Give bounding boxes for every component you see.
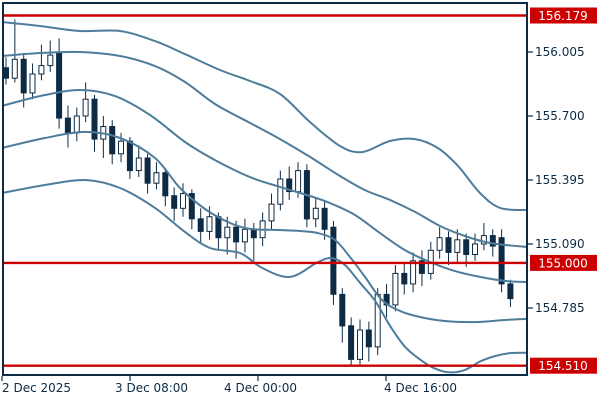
candle[interactable] bbox=[418, 250, 425, 286]
badge-background bbox=[530, 7, 597, 24]
candle[interactable] bbox=[20, 53, 27, 108]
x-axis-label: 2 Dec 2025 bbox=[2, 381, 71, 395]
band-line-upper-outer bbox=[4, 21, 526, 211]
candle[interactable] bbox=[277, 170, 284, 211]
candle[interactable] bbox=[162, 168, 169, 207]
candle[interactable] bbox=[480, 223, 487, 251]
candle[interactable] bbox=[454, 229, 461, 263]
price-level-badge: 154.510 bbox=[530, 357, 597, 374]
candle[interactable] bbox=[4, 57, 9, 85]
candle[interactable] bbox=[171, 187, 178, 221]
badge-price-label: 155.000 bbox=[538, 256, 588, 270]
candle[interactable] bbox=[224, 216, 231, 255]
band-line-upper-inner bbox=[4, 50, 526, 248]
candle[interactable] bbox=[268, 193, 275, 230]
band-line-middle bbox=[4, 88, 526, 283]
candle[interactable] bbox=[436, 227, 443, 259]
candle[interactable] bbox=[91, 95, 98, 152]
candle[interactable] bbox=[180, 183, 186, 217]
badge-background bbox=[530, 254, 597, 271]
candle[interactable] bbox=[348, 317, 355, 366]
candle[interactable] bbox=[321, 202, 328, 240]
price-level-badges: 156.179 155.000 154.510 bbox=[530, 7, 597, 374]
badge-background bbox=[530, 357, 597, 374]
badge-price-label: 156.179 bbox=[538, 9, 588, 23]
candle[interactable] bbox=[445, 231, 452, 265]
y-axis-label: 155.395 bbox=[535, 173, 585, 187]
x-axis-label: 3 Dec 08:00 bbox=[115, 381, 188, 395]
candle[interactable] bbox=[11, 19, 18, 83]
y-axis-label: 155.700 bbox=[535, 109, 585, 123]
x-axis-label: 4 Dec 00:00 bbox=[224, 381, 297, 395]
y-axis[interactable]: 156.005 155.700 155.395 155.090 154.785 bbox=[528, 45, 585, 315]
band-line-lower-inner bbox=[4, 130, 526, 324]
bollinger-bands bbox=[4, 21, 526, 374]
candle[interactable] bbox=[241, 218, 248, 253]
candle[interactable] bbox=[135, 145, 142, 177]
candle[interactable] bbox=[82, 82, 89, 123]
price-level-lines bbox=[4, 14, 526, 367]
candle[interactable] bbox=[410, 252, 417, 293]
candle[interactable] bbox=[357, 319, 363, 366]
candle[interactable] bbox=[498, 229, 505, 293]
candle[interactable] bbox=[312, 197, 319, 228]
candle[interactable] bbox=[401, 262, 408, 295]
badge-price-label: 154.510 bbox=[538, 359, 588, 373]
x-axis[interactable]: 2 Dec 2025 3 Dec 08:00 4 Dec 00:00 4 Dec 16… bbox=[1, 376, 457, 395]
candle[interactable] bbox=[463, 233, 470, 268]
candle[interactable] bbox=[47, 40, 54, 72]
candle[interactable] bbox=[339, 288, 346, 343]
y-axis-label: 154.785 bbox=[535, 301, 585, 315]
band-line-lower-outer bbox=[4, 178, 526, 374]
candle[interactable] bbox=[153, 162, 160, 190]
candle[interactable] bbox=[29, 63, 36, 100]
price-level-badge: 155.000 bbox=[530, 254, 597, 271]
candle[interactable] bbox=[472, 233, 478, 261]
candle[interactable] bbox=[365, 321, 372, 362]
price-level-badge: 156.179 bbox=[530, 7, 597, 24]
candle[interactable] bbox=[197, 208, 204, 244]
candle[interactable] bbox=[286, 166, 293, 200]
candle[interactable] bbox=[144, 153, 151, 194]
candle[interactable] bbox=[38, 44, 45, 81]
plot-border bbox=[2, 2, 528, 376]
x-axis-label: 4 Dec 16:00 bbox=[384, 381, 457, 395]
y-axis-label: 155.090 bbox=[535, 237, 585, 251]
plot-area[interactable] bbox=[3, 3, 527, 375]
candle[interactable] bbox=[109, 120, 116, 165]
candle[interactable] bbox=[507, 279, 514, 307]
candle[interactable] bbox=[188, 189, 195, 230]
y-axis-label: 156.005 bbox=[535, 45, 585, 59]
candle[interactable] bbox=[392, 265, 399, 312]
